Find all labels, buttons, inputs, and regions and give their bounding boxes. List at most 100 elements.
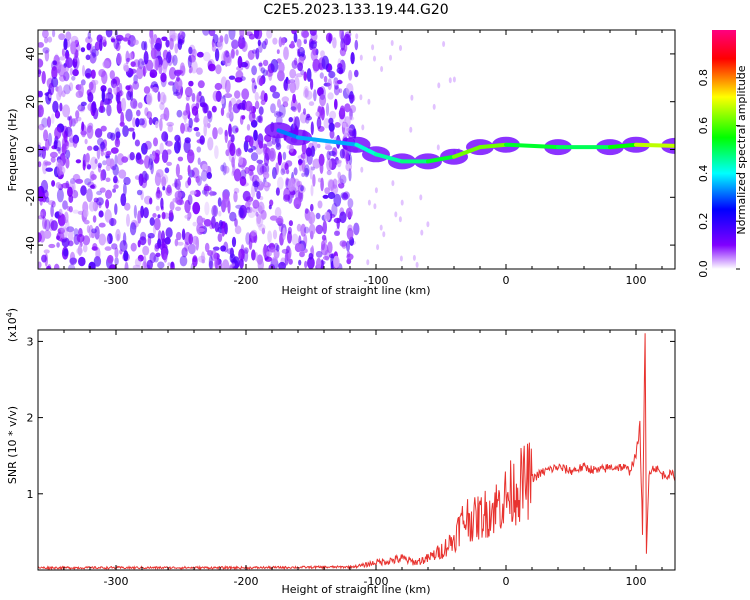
heatmap-cell bbox=[300, 223, 307, 237]
heatmap-cell bbox=[245, 206, 251, 214]
heatmap-cell bbox=[224, 93, 233, 99]
heatmap-cell bbox=[325, 102, 330, 116]
heatmap-cell bbox=[88, 261, 96, 269]
heatmap-cell bbox=[245, 31, 253, 36]
heatmap-cell bbox=[334, 159, 342, 164]
heatmap-cell bbox=[124, 202, 131, 211]
heatmap-cell bbox=[319, 94, 327, 107]
heatmap-cell bbox=[104, 209, 112, 223]
heatmap-cell bbox=[44, 219, 51, 231]
heatmap-cell bbox=[303, 71, 308, 81]
heatmap-cell bbox=[159, 91, 166, 105]
heatmap-cell bbox=[130, 242, 137, 252]
heatmap-cell bbox=[191, 105, 199, 116]
heatmap-cell bbox=[105, 189, 112, 199]
heatmap-cell bbox=[51, 113, 55, 124]
heatmap-cell bbox=[220, 98, 225, 105]
heatmap-cell bbox=[251, 80, 257, 94]
colorbar-tick-label: 0.4 bbox=[697, 165, 710, 183]
heatmap-cell bbox=[38, 90, 41, 98]
heatmap-cell bbox=[310, 166, 315, 171]
heatmap-cell bbox=[347, 129, 354, 139]
heatmap-cell bbox=[61, 90, 66, 98]
heatmap-cell bbox=[315, 250, 323, 258]
heatmap-cell bbox=[256, 162, 265, 176]
heatmap-cell bbox=[327, 241, 333, 254]
heatmap-cell bbox=[277, 151, 282, 166]
heatmap-cell bbox=[84, 153, 90, 167]
snr-y-ticks: 1 2 3 bbox=[27, 335, 675, 501]
heatmap-cell bbox=[308, 101, 315, 106]
heatmap-cell bbox=[255, 47, 260, 60]
heatmap-cell bbox=[140, 231, 147, 241]
heatmap-cell bbox=[283, 187, 291, 201]
heatmap-cell bbox=[272, 229, 278, 240]
colorbar-label: Normalized spectral amplitude bbox=[735, 65, 748, 234]
heatmap-cell bbox=[287, 226, 292, 235]
heatmap-cell bbox=[328, 117, 334, 125]
heatmap-cell bbox=[193, 117, 200, 123]
heatmap-cell bbox=[266, 30, 273, 39]
heatmap-cell bbox=[102, 160, 107, 166]
heatmap-cell bbox=[289, 144, 294, 153]
heatmap-cell bbox=[317, 125, 325, 132]
heatmap-cell bbox=[124, 261, 129, 269]
heatmap-cell bbox=[237, 55, 243, 69]
heatmap-cell bbox=[260, 99, 266, 106]
heatmap-cell bbox=[224, 129, 228, 144]
heatmap-cell bbox=[68, 264, 76, 269]
heatmap-cell bbox=[399, 45, 402, 51]
heatmap-cell bbox=[193, 127, 200, 132]
heatmap-cell bbox=[184, 241, 189, 252]
heatmap-cell bbox=[39, 197, 43, 206]
colorbar-tick-label: 0.8 bbox=[697, 69, 710, 87]
heatmap-cell bbox=[118, 82, 123, 94]
colorbar-ticks: 0.0 0.2 0.4 0.6 0.8 bbox=[697, 69, 740, 278]
heatmap-cell bbox=[59, 102, 63, 112]
heatmap-cell bbox=[268, 147, 276, 162]
heatmap-cell bbox=[272, 167, 277, 179]
heatmap-cell bbox=[72, 209, 80, 214]
heatmap-cell bbox=[56, 235, 60, 240]
heatmap-cell bbox=[41, 254, 47, 263]
heatmap-cell bbox=[350, 52, 355, 65]
heatmap-cell bbox=[134, 139, 140, 147]
heatmap-cell bbox=[259, 77, 264, 86]
heatmap-cell bbox=[109, 70, 116, 80]
heatmap-cell bbox=[291, 233, 299, 246]
heatmap-cell bbox=[309, 41, 317, 49]
colorbar-tick-label: 0.2 bbox=[697, 212, 710, 230]
heatmap-cell bbox=[329, 129, 335, 139]
heatmap-cell bbox=[360, 166, 364, 173]
heatmap-cell bbox=[154, 172, 162, 186]
heatmap-cell bbox=[56, 147, 61, 152]
heatmap-cell bbox=[228, 75, 236, 80]
heatmap-cell bbox=[177, 241, 184, 246]
heatmap-cell bbox=[323, 75, 328, 83]
heatmap-cell bbox=[141, 40, 146, 51]
heatmap-cell bbox=[196, 51, 204, 58]
heatmap-cell bbox=[296, 180, 303, 188]
x-tick-label: -300 bbox=[104, 274, 129, 287]
heatmap-cell bbox=[380, 66, 384, 72]
heatmap-cell bbox=[201, 163, 208, 172]
heatmap-cell bbox=[61, 48, 65, 57]
heatmap-cell bbox=[157, 230, 162, 243]
ridge-segment bbox=[276, 128, 300, 140]
heatmap-cell bbox=[399, 255, 403, 262]
heatmap-cell bbox=[313, 89, 317, 102]
heatmap-cell bbox=[162, 60, 168, 74]
heatmap-cell bbox=[89, 52, 97, 64]
heatmap-cell bbox=[207, 137, 214, 151]
heatmap-cell bbox=[336, 67, 344, 74]
heatmap-cell bbox=[349, 104, 357, 114]
heatmap-cell bbox=[143, 50, 149, 65]
heatmap-cell bbox=[207, 250, 214, 256]
heatmap-cell bbox=[106, 132, 113, 139]
heatmap-cell bbox=[264, 38, 269, 46]
heatmap-cell bbox=[238, 156, 244, 166]
chart-title: C2E5.2023.133.19.44.G20 bbox=[263, 2, 448, 18]
heatmap-cell bbox=[73, 117, 79, 124]
heatmap-cell bbox=[231, 236, 237, 248]
heatmap-cell bbox=[201, 251, 205, 262]
